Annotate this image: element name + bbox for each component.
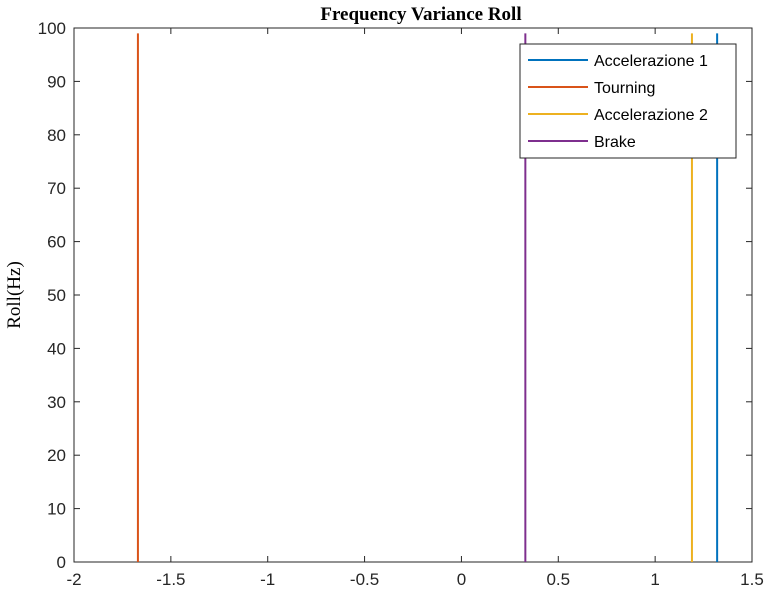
y-tick-label: 80	[47, 126, 66, 145]
y-tick-label: 0	[57, 553, 66, 572]
y-tick-label: 60	[47, 233, 66, 252]
x-tick-label: 0	[457, 570, 466, 589]
y-tick-label: 30	[47, 393, 66, 412]
legend-label: Tourning	[594, 80, 655, 97]
legend-label: Brake	[594, 134, 636, 151]
x-tick-label: 1	[650, 570, 659, 589]
y-tick-label: 100	[38, 19, 66, 38]
y-tick-label: 70	[47, 179, 66, 198]
legend-box	[519, 43, 737, 159]
y-tick-label: 90	[47, 72, 66, 91]
x-tick-label: -1	[260, 570, 275, 589]
x-axis-ticks: -2 -1.5 -1 -0.5 0 0.5 1 1.5	[66, 28, 764, 589]
chart-title: Frequency Variance Roll	[320, 4, 521, 25]
y-tick-label: 50	[47, 286, 66, 305]
legend: Accelerazione 1 Tourning Accelerazione 2 Br…	[519, 43, 737, 159]
x-tick-label: -2	[66, 570, 81, 589]
y-tick-label: 20	[47, 446, 66, 465]
y-tick-label: 40	[47, 339, 66, 358]
x-tick-label: -1.5	[156, 570, 185, 589]
y-axis-label: Roll(Hz)	[4, 261, 25, 329]
legend-label: Accelerazione 2	[594, 107, 708, 124]
y-tick-label: 10	[47, 500, 66, 519]
x-tick-label: 1.5	[740, 570, 764, 589]
y-axis-ticks: 0 10 20 30 40 50 60 70 80 90 100	[38, 19, 752, 572]
x-tick-label: -0.5	[350, 570, 379, 589]
legend-label: Accelerazione 1	[594, 53, 708, 70]
x-tick-label: 0.5	[546, 570, 570, 589]
